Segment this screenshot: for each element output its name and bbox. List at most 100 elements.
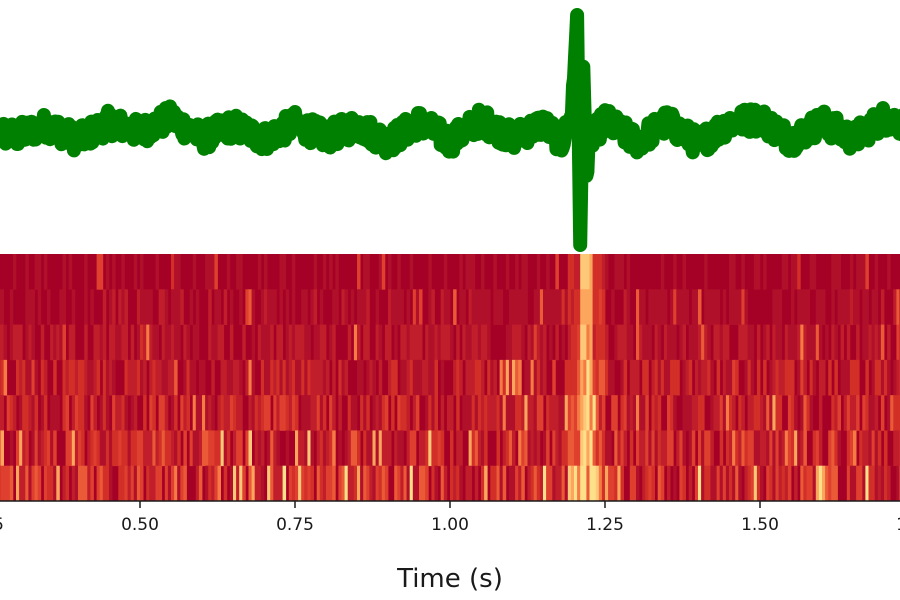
heatmap-cell: [68, 430, 73, 467]
heatmap-cell: [527, 465, 531, 502]
heatmap-cell: [425, 430, 429, 467]
heatmap-cell: [257, 430, 262, 467]
heatmap-cell: [812, 465, 817, 502]
heatmap-cell: [654, 359, 659, 396]
heatmap-cell: [99, 254, 104, 290]
heatmap-cell: [136, 465, 141, 502]
heatmap-cell: [31, 359, 35, 396]
heatmap-cell: [465, 324, 469, 361]
heatmap-cell: [394, 289, 398, 325]
heatmap-cell: [130, 324, 135, 361]
heatmap-cell: [267, 359, 271, 396]
heatmap-cell: [474, 430, 479, 467]
heatmap-cell: [102, 395, 107, 431]
heatmap-cell: [589, 359, 593, 396]
heatmap-cell: [344, 359, 349, 396]
heatmap-cell: [738, 465, 742, 502]
heatmap-cell: [353, 430, 358, 467]
heatmap-cell: [183, 395, 187, 431]
heatmap-cell: [725, 465, 730, 502]
heatmap-cell: [267, 465, 271, 502]
heatmap-cell: [595, 395, 600, 431]
heatmap-cell: [388, 289, 392, 325]
heatmap-cell: [267, 324, 271, 361]
heatmap-cell: [887, 395, 891, 431]
heatmap-cell: [577, 430, 581, 467]
heatmap-cell: [893, 395, 897, 431]
heatmap-cell: [797, 289, 801, 325]
heatmap-cell: [437, 430, 442, 467]
heatmap-cell: [636, 430, 640, 467]
heatmap-cell: [769, 395, 773, 431]
heatmap-cell: [570, 359, 575, 396]
heatmap-cell: [270, 324, 274, 361]
heatmap-cell: [152, 430, 156, 467]
heatmap-cell: [468, 359, 473, 396]
heatmap-cell: [896, 465, 900, 502]
heatmap-cell: [753, 430, 758, 467]
heatmap-cell: [409, 359, 414, 396]
heatmap-cell: [877, 324, 882, 361]
heatmap-cell: [316, 395, 321, 431]
heatmap-cell: [818, 324, 823, 361]
heatmap-cell: [623, 359, 628, 396]
heatmap-cell: [778, 324, 783, 361]
heatmap-cell: [722, 324, 727, 361]
heatmap-cell: [877, 359, 882, 396]
heatmap-cell: [701, 395, 705, 431]
heatmap-cell: [586, 324, 590, 361]
heatmap-cell: [809, 254, 814, 290]
heatmap-cell: [583, 289, 587, 325]
heatmap-cell: [406, 324, 411, 361]
heatmap-cell: [518, 430, 522, 467]
heatmap-cell: [536, 395, 541, 431]
heatmap-cell: [787, 465, 792, 502]
heatmap-cell: [822, 465, 826, 502]
heatmap-cell: [40, 395, 45, 431]
heatmap-cell: [248, 395, 252, 431]
heatmap-cell: [74, 359, 79, 396]
heatmap-cell: [567, 289, 572, 325]
heatmap-cell: [350, 289, 355, 325]
heatmap-cell: [853, 359, 857, 396]
heatmap-cell: [93, 395, 97, 431]
heatmap-cell: [471, 289, 476, 325]
heatmap-cell: [601, 395, 606, 431]
heatmap-cell: [654, 289, 659, 325]
heatmap-cell: [747, 395, 752, 431]
heatmap-cell: [53, 324, 57, 361]
heatmap-cell: [468, 324, 473, 361]
heatmap-cell: [803, 465, 807, 502]
heatmap-cell: [245, 359, 249, 396]
heatmap-cell: [496, 395, 500, 431]
heatmap-cell: [846, 430, 851, 467]
heatmap-cell: [868, 324, 872, 361]
heatmap-cell: [357, 465, 361, 502]
heatmap-cell: [784, 359, 789, 396]
heatmap-cell: [171, 289, 175, 325]
heatmap-cell: [502, 465, 507, 502]
heatmap-cell: [412, 395, 417, 431]
heatmap-cell: [828, 359, 832, 396]
heatmap-cell: [214, 324, 218, 361]
heatmap-cell: [338, 395, 342, 431]
heatmap-cell: [161, 359, 166, 396]
heatmap-cell: [738, 430, 742, 467]
heatmap-cell: [543, 289, 547, 325]
heatmap-cell: [893, 289, 897, 325]
heatmap-cell: [251, 289, 256, 325]
heatmap-cell: [583, 324, 587, 361]
heatmap-cell: [322, 254, 327, 290]
heatmap-cell: [512, 324, 516, 361]
heatmap-cell: [707, 430, 711, 467]
heatmap-cell: [394, 430, 398, 467]
heatmap-cell: [146, 430, 150, 467]
heatmap-cell: [74, 465, 79, 502]
heatmap-cell: [282, 465, 287, 502]
heatmap-cell: [620, 324, 624, 361]
heatmap-cell: [233, 430, 237, 467]
heatmap-cell: [378, 254, 383, 290]
heatmap-cell: [214, 254, 218, 290]
heatmap-cell: [121, 465, 125, 502]
heatmap-cell: [47, 465, 51, 502]
